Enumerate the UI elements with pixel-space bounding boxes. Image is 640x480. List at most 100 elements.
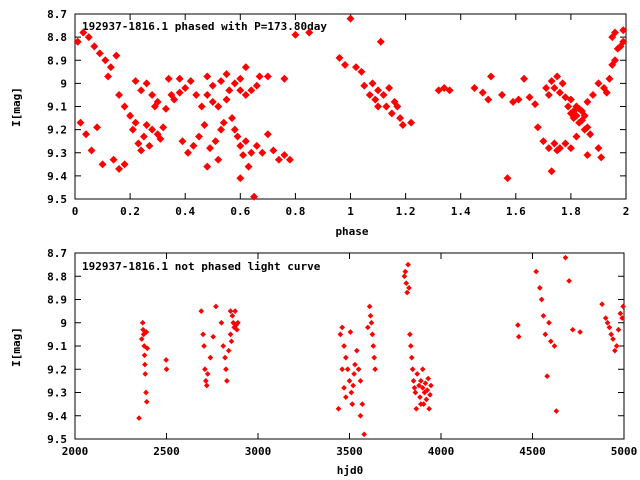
- data-point: [339, 324, 346, 331]
- data-point: [192, 90, 201, 99]
- data-point: [233, 132, 242, 141]
- x-tick-label: 0.4: [175, 205, 195, 218]
- data-point: [131, 77, 140, 86]
- data-point: [428, 382, 434, 389]
- data-point: [244, 162, 253, 171]
- data-point: [515, 322, 521, 328]
- data-point: [350, 382, 356, 389]
- data-point: [142, 79, 151, 88]
- data-point: [544, 90, 553, 99]
- data-point: [487, 72, 495, 81]
- y-tick-label: 9.3: [47, 387, 67, 400]
- data-point: [407, 118, 416, 127]
- data-point: [137, 86, 146, 95]
- data-point: [553, 408, 560, 414]
- y-tick-label: 9.1: [47, 101, 67, 114]
- data-point: [76, 118, 85, 127]
- data-point: [368, 79, 377, 88]
- y-tick-label: 9: [60, 317, 67, 330]
- data-point: [208, 81, 217, 90]
- data-point: [348, 389, 355, 396]
- data-point: [269, 146, 278, 155]
- data-point: [252, 81, 261, 90]
- y-tick-label: 8.8: [47, 270, 67, 283]
- data-point: [413, 405, 420, 412]
- data-point: [183, 148, 192, 157]
- data-point: [569, 326, 576, 333]
- data-point: [602, 315, 609, 321]
- data-point: [232, 308, 238, 314]
- data-point: [170, 95, 179, 104]
- data-point: [478, 88, 487, 97]
- data-point: [396, 114, 405, 123]
- data-point: [236, 74, 245, 83]
- y-tick-label: 9.4: [47, 410, 67, 423]
- data-point: [128, 125, 137, 134]
- data-point: [219, 118, 228, 127]
- unphased-light-curve-plot: 192937-1816.1 not phased light curve hjd…: [10, 247, 637, 477]
- data-point: [376, 37, 385, 46]
- data-point: [200, 121, 209, 129]
- data-point: [235, 319, 241, 326]
- data-point: [620, 303, 626, 310]
- data-point: [258, 148, 267, 157]
- data-point: [241, 90, 250, 99]
- data-point: [577, 329, 583, 335]
- data-point: [153, 97, 162, 106]
- data-point: [230, 79, 239, 88]
- data-point: [387, 109, 396, 118]
- x-tick-label: 0.2: [120, 205, 140, 218]
- data-point: [255, 72, 264, 81]
- data-point: [217, 77, 225, 86]
- data-point: [203, 72, 212, 81]
- data-point: [335, 405, 342, 412]
- data-point: [159, 123, 168, 132]
- data-point: [540, 312, 547, 319]
- x-tick-label: 1.2: [396, 205, 416, 218]
- phased-light-curve-plot: 192937-1816.1 phased with P=173.80day ph…: [10, 8, 629, 238]
- data-point: [544, 144, 553, 153]
- data-point: [351, 371, 357, 377]
- data-point: [542, 331, 549, 338]
- data-point: [531, 100, 540, 109]
- data-point: [112, 51, 121, 60]
- data-point: [533, 123, 542, 132]
- data-point: [247, 148, 256, 157]
- data-point: [95, 49, 104, 58]
- data-point: [280, 74, 289, 83]
- data-point: [131, 118, 140, 127]
- data-point: [175, 74, 184, 83]
- x-axis-label: hjd0: [337, 464, 364, 477]
- data-point: [594, 144, 603, 153]
- data-point: [139, 132, 148, 141]
- data-point: [142, 361, 148, 368]
- data-point: [361, 431, 367, 438]
- data-point: [341, 60, 349, 69]
- data-point: [599, 301, 605, 307]
- data-point: [227, 331, 234, 338]
- data-point: [104, 72, 113, 81]
- data-point: [498, 90, 506, 99]
- data-point: [418, 378, 424, 384]
- data-point: [175, 88, 184, 97]
- data-point: [347, 329, 354, 335]
- data-point: [203, 90, 212, 99]
- data-point: [84, 33, 93, 42]
- data-point: [586, 130, 595, 139]
- x-tick-label: 1: [347, 205, 354, 218]
- data-point: [214, 102, 223, 111]
- data-point: [211, 137, 220, 146]
- data-point: [343, 394, 349, 400]
- data-point: [615, 326, 622, 333]
- plot-title: 192937-1816.1 not phased light curve: [82, 260, 321, 273]
- data-point: [197, 102, 206, 111]
- data-point: [407, 331, 413, 338]
- data-point: [539, 137, 548, 146]
- data-point: [241, 63, 250, 72]
- y-tick-label: 9.4: [47, 170, 67, 183]
- data-point: [335, 53, 344, 62]
- data-point: [408, 354, 415, 361]
- data-point: [137, 146, 146, 155]
- data-point: [555, 88, 564, 97]
- data-point: [403, 280, 410, 287]
